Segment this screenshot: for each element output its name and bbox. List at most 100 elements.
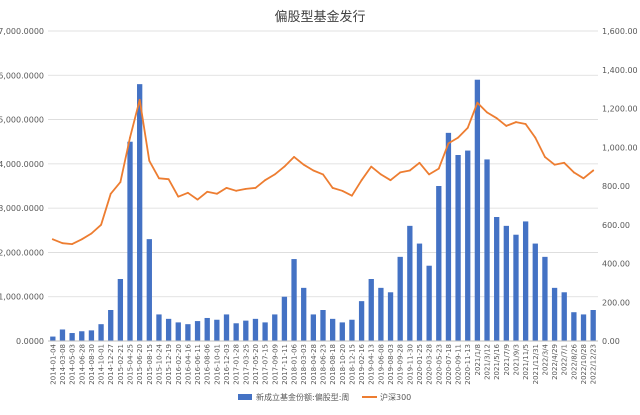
issuance-bar (551, 287, 558, 341)
left-y-tick-label: 2,000.0000 (0, 248, 44, 257)
x-tick-label: 2016-12-03 (223, 344, 231, 385)
x-tick-label: 2016-08-06 (204, 343, 212, 384)
x-tick-label: 2014-10-01 (98, 344, 106, 385)
issuance-bar (214, 319, 220, 341)
issuance-bar (301, 287, 307, 341)
hs300-point (351, 194, 353, 197)
x-tick-label: 2021/11/5 (522, 344, 530, 380)
issuance-bar (320, 310, 326, 341)
left-y-tick-label: 6,000.0000 (0, 71, 44, 80)
x-tick-label: 2019-11-30 (406, 344, 414, 385)
issuance-bar (156, 314, 162, 341)
x-tick-label: 2022/12/23 (590, 344, 598, 384)
x-tick-label: 2021/1/8 (474, 344, 482, 375)
hs300-point (572, 171, 575, 174)
x-tick-label: 2016-06-11 (194, 344, 202, 385)
legend-label-bar: 新成立基金份额:偏股型:周 (256, 392, 349, 402)
hs300-point (524, 123, 527, 125)
left-y-tick-label: 7,000.0000 (0, 27, 44, 36)
x-tick-label: 2017-03-25 (242, 344, 250, 385)
hs300-point (61, 242, 64, 245)
hs300-point (428, 173, 431, 176)
hs300-point (457, 136, 459, 139)
x-tick-label: 2022/8/26 (570, 343, 578, 379)
issuance-bar (513, 234, 519, 341)
x-tick-label: 2015-06-20 (136, 344, 144, 385)
hs300-point (553, 163, 556, 166)
right-y-tick-label: 600.00 (602, 221, 630, 230)
issuance-bar (580, 314, 587, 341)
x-tick-label: 2017-05-20 (252, 344, 260, 385)
issuance-bar (272, 314, 278, 341)
x-tick-label: 2017-01-28 (233, 344, 241, 385)
hs300-point (389, 179, 392, 182)
issuance-bar (445, 132, 452, 341)
issuance-bar (465, 150, 471, 341)
x-tick-label: 2020-11-13 (464, 344, 472, 385)
issuance-bar (194, 321, 201, 341)
hs300-point (466, 126, 469, 129)
hs300-point (476, 101, 479, 104)
x-tick-label: 2021/9/3 (512, 344, 520, 375)
hs300-point (505, 125, 508, 127)
left-y-tick-label: 1,000.0000 (0, 293, 44, 302)
hs300-line-group (51, 98, 595, 246)
issuance-bar (204, 317, 210, 341)
right-y-axis: 0.00 200.00 400.00 600.00 800.00 1,000.00 1,20… (602, 27, 638, 346)
x-tick-label: 2017-07-15 (262, 344, 270, 385)
issuance-bar (98, 324, 104, 341)
hs300-point (71, 243, 74, 246)
issuance-bar (339, 322, 345, 341)
x-tick-label: 2022/7/1 (561, 344, 569, 375)
hs300-point (119, 181, 122, 184)
x-tick-label: 2014-01-04 (49, 343, 57, 384)
x-tick-label: 2015-04-25 (127, 344, 135, 385)
issuance-bar (426, 265, 432, 341)
x-tick-label: 2018-01-06 (291, 343, 299, 384)
issuance-bar (108, 310, 114, 341)
issuance-bar (88, 330, 95, 341)
issuance-bar (590, 310, 596, 341)
hs300-point (544, 156, 546, 158)
hs300-point (418, 161, 421, 164)
chart-title: 偏股型基金发行 (274, 9, 365, 25)
issuance-bar (146, 239, 152, 341)
hs300-point (264, 179, 267, 182)
legend: 新成立基金份额:偏股型:周 沪深300 (238, 392, 411, 402)
hs300-line (51, 98, 595, 246)
hs300-point (51, 238, 54, 241)
issuance-bar (542, 256, 548, 341)
issuance-bar (368, 279, 374, 341)
x-tick-label: 2020-07-18 (445, 344, 453, 385)
issuance-bar (223, 314, 230, 341)
issuance-bar (503, 225, 509, 341)
hs300-point (273, 173, 276, 176)
hs300-point (196, 198, 199, 201)
x-tick-label: 2014-08-30 (88, 344, 96, 385)
hs300-point (158, 177, 160, 180)
x-tick-label: 2015-02-21 (117, 344, 125, 385)
x-tick-label: 2020-05-23 (435, 344, 443, 385)
x-tick-label: 2014-12-27 (107, 344, 115, 385)
hs300-point (582, 177, 585, 180)
hs300-point (215, 192, 218, 195)
x-tick-label: 2018-08-18 (329, 344, 337, 385)
hs300-point (283, 165, 286, 168)
issuance-bar (455, 155, 461, 341)
issuance-bar (561, 292, 567, 341)
x-tick-label: 2022/4/29 (551, 344, 559, 380)
x-tick-label: 2019-04-13 (368, 344, 376, 385)
issuance-bar (165, 318, 172, 341)
issuance-bars (50, 79, 596, 342)
issuance-bar (233, 323, 239, 341)
x-tick-label: 2020-09-11 (455, 344, 463, 385)
hs300-point (109, 192, 112, 195)
x-tick-label: 2022/3/4 (541, 343, 549, 375)
right-y-tick-label: 400.00 (602, 260, 630, 269)
issuance-bar (532, 243, 538, 341)
x-tick-label: 2017-11-11 (281, 344, 289, 385)
issuance-bar (127, 141, 133, 341)
x-tick-label: 2019-02-16 (358, 343, 366, 384)
hs300-point (90, 232, 93, 235)
